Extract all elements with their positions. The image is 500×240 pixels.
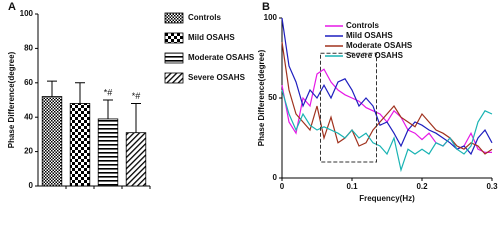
x-tick-label: 0.3: [486, 182, 498, 191]
y-tick-label: 0: [273, 173, 278, 182]
series-line: [281, 89, 493, 173]
error-bar: [103, 99, 113, 119]
panel-label: A: [8, 1, 16, 13]
significance-label: *#: [132, 91, 141, 101]
x-tick-label: 0: [280, 182, 285, 191]
legend-label: Moderate OSAHS: [346, 41, 413, 50]
panel-label: B: [262, 1, 270, 13]
y-tick-label: 60: [24, 78, 33, 87]
y-tick-label: 100: [20, 9, 34, 18]
legend-label: Severe OSAHS: [346, 51, 404, 60]
bar: [97, 118, 119, 187]
legend-swatch: [164, 72, 184, 84]
legend-swatch: [164, 12, 184, 24]
error-bar: [47, 80, 57, 97]
legend-label: Controls: [346, 21, 379, 30]
y-tick-label: 50: [268, 93, 277, 102]
significance-label: *#: [104, 87, 113, 97]
legend-label: Severe OSAHS: [188, 73, 246, 82]
y-tick-label: 20: [24, 147, 33, 156]
bar: [41, 96, 63, 187]
legend-swatch: [164, 52, 184, 64]
y-tick-label: 0: [29, 181, 34, 190]
figure: 0 20 40 60 80 100 Phase Difference(degree) A Con…: [7, 1, 498, 203]
x-axis-label: Frequency(Hz): [359, 194, 415, 203]
y-axis-label: Phase Difference(degree): [7, 51, 16, 148]
y-tick-label: 100: [264, 13, 278, 22]
legend-label: Controls: [188, 13, 221, 22]
legend-swatch: [164, 32, 184, 44]
x-tick-label: 0.2: [416, 182, 428, 191]
y-axis-label: Phase Difference(degree): [257, 49, 266, 146]
series-line: [281, 68, 492, 153]
legend-label: Mild OSAHS: [346, 31, 393, 40]
legend-label: Moderate OSAHS: [188, 53, 255, 62]
y-tick-label: 80: [24, 44, 33, 53]
x-tick-label: 0.1: [346, 182, 358, 191]
y-tick-label: 40: [24, 112, 33, 121]
error-bar: [131, 102, 141, 133]
bar: [125, 132, 147, 187]
error-bar: [75, 82, 85, 104]
bar: [69, 103, 91, 187]
legend-label: Mild OSAHS: [188, 33, 235, 42]
highlight-box: [320, 52, 377, 163]
series-line: [281, 41, 493, 155]
